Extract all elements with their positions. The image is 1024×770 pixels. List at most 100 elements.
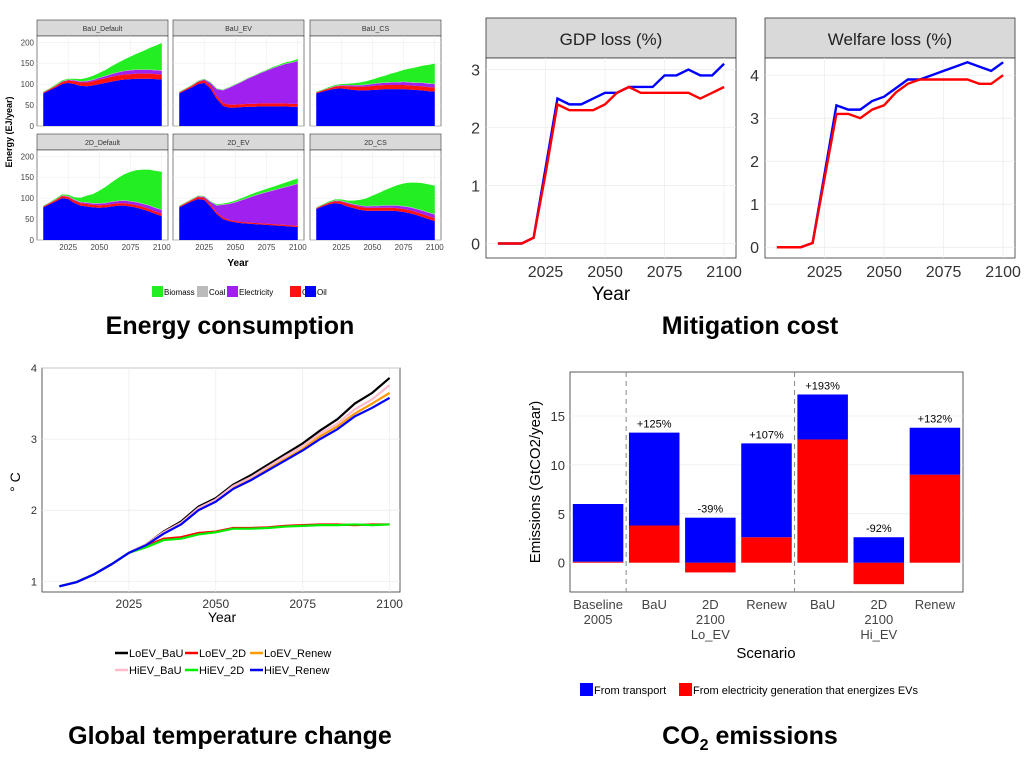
y-tick-label: 0 [30, 236, 35, 245]
bar-electricity [628, 525, 680, 563]
y-tick-label: 1 [471, 179, 480, 196]
x-tick-label: 2025 [807, 264, 843, 281]
y-tick-label: 200 [21, 152, 35, 161]
global-temperature-title: Global temperature change [68, 722, 392, 750]
data-label: -92% [866, 523, 892, 535]
x-tick-label: 2050 [363, 243, 381, 252]
x-tick-label: 2025 [195, 243, 213, 252]
x-tick-line: Hi_EV [860, 627, 897, 642]
x-tick-line: Renew [746, 597, 787, 612]
x-tick-label: 2025 [528, 264, 564, 281]
plot-panel [41, 367, 401, 593]
area-electricity [43, 69, 162, 93]
facet-strip [764, 17, 1016, 59]
facet-label: Welfare loss (%) [828, 30, 952, 49]
energy-facet-BaU_Default: BaU_Default 0 50 100 150 200 [21, 19, 169, 131]
facet-panel [764, 57, 1016, 259]
facet-strip [485, 17, 737, 59]
area-coal [316, 200, 435, 215]
facet-label: 2D_Default [85, 140, 120, 147]
y-tick-label: 100 [21, 194, 35, 203]
legend-key-gas [290, 286, 301, 297]
area-oil [43, 78, 162, 126]
y-tick-label: 200 [21, 38, 35, 47]
facet-label: BaU_CS [362, 26, 390, 33]
mitigation-facet-0: GDP loss (%) 0 1 2 3 2025 2050 2075 2100 [471, 17, 742, 281]
line-red [497, 85, 725, 245]
legend-key-electricity [679, 683, 692, 696]
x-tick-line: 2D [870, 597, 887, 612]
legend-label-loev-renew: LoEV_Renew [264, 648, 331, 660]
y-tick-label: 0 [30, 122, 35, 131]
co2-title-suffix: emissions [708, 722, 838, 750]
x-tick-label: 2100 [289, 243, 307, 252]
x-tick-label: 2075 [289, 597, 316, 611]
bar-electricity [741, 537, 792, 563]
x-tick-line: BaU [810, 597, 835, 612]
area-electricity [316, 82, 435, 93]
y-tick-label: 150 [21, 173, 35, 182]
x-tick-label: 2100 [706, 264, 742, 281]
data-label: +132% [918, 414, 953, 426]
bar-electricity [797, 439, 848, 563]
co2-title-sub: 2 [699, 737, 709, 754]
area-oil [179, 198, 298, 240]
y-tick-label: 2 [750, 154, 759, 171]
facet-label: BaU_Default [83, 26, 123, 33]
line-red [776, 74, 1004, 249]
x-tick-label: 2100 [153, 243, 171, 252]
area-biomass [43, 43, 162, 93]
x-tick-label: 2075 [395, 243, 413, 252]
bar-transport [741, 443, 792, 538]
x-tick-label: 2100 [985, 264, 1021, 281]
x-tick-label: 2075 [926, 264, 962, 281]
data-label: +193% [805, 380, 840, 392]
area-coal [316, 81, 435, 93]
legend-label-coal: Coal [209, 288, 226, 297]
x-tick-line: Baseline [573, 597, 623, 612]
area-electricity [179, 61, 298, 105]
x-tick-line: Renew [915, 597, 956, 612]
legend-label-hiev-bau: HiEV_BaU [129, 665, 182, 677]
x-tick-line: BaU [642, 597, 667, 612]
temperature-y-axis-label: ° C [7, 472, 23, 492]
legend-label-biomass: Biomass [164, 288, 195, 297]
x-tick-line: Lo_EV [691, 627, 730, 642]
area-oil [316, 203, 435, 240]
x-tick-line: 2100 [696, 612, 725, 627]
energy-facet-BaU_EV: BaU_EV [172, 19, 305, 127]
y-tick-label: 100 [21, 80, 35, 89]
x-tick-line: 2100 [864, 612, 893, 627]
legend-label-electricity: From electricity generation that energiz… [693, 685, 918, 697]
x-tick-label: 2075 [258, 243, 276, 252]
mitigation-cost-title: Mitigation cost [661, 312, 839, 340]
y-tick-label: 4 [31, 363, 37, 375]
legend-label-hiev-2d: HiEV_2D [199, 665, 244, 677]
energy-facet-2D_Default: 2D_Default 0 50 100 150 200 2025 2050 2075 2100 [21, 133, 171, 252]
facet-label: GDP loss (%) [560, 30, 663, 49]
x-tick-label: 2075 [647, 264, 683, 281]
y-tick-label: 5 [558, 507, 565, 522]
y-tick-label: 0 [750, 240, 759, 257]
area-coal [43, 195, 162, 210]
x-tick-label: 2025 [116, 597, 143, 611]
legend-key-biomass [152, 286, 163, 297]
bar-electricity [685, 562, 736, 573]
y-tick-label: 1 [31, 576, 37, 588]
y-tick-label: 3 [750, 111, 759, 128]
area-oil [43, 198, 162, 240]
x-tick-label: BaU [642, 597, 667, 612]
bar-transport [797, 394, 848, 440]
area-biomass [316, 182, 435, 215]
area-gas [316, 84, 435, 94]
co2-x-axis-label: Scenario [736, 645, 795, 662]
data-label: -39% [698, 504, 724, 516]
area-gas [179, 196, 298, 228]
area-electricity [316, 200, 435, 219]
x-tick-label: 2100 [376, 597, 403, 611]
energy-facet-2D_EV: 2D_EV 2025 2050 2075 2100 [172, 133, 307, 252]
x-tick-label: 2025 [332, 243, 350, 252]
legend-key-transport [580, 683, 593, 696]
energy-facet-BaU_CS: BaU_CS [309, 19, 442, 127]
